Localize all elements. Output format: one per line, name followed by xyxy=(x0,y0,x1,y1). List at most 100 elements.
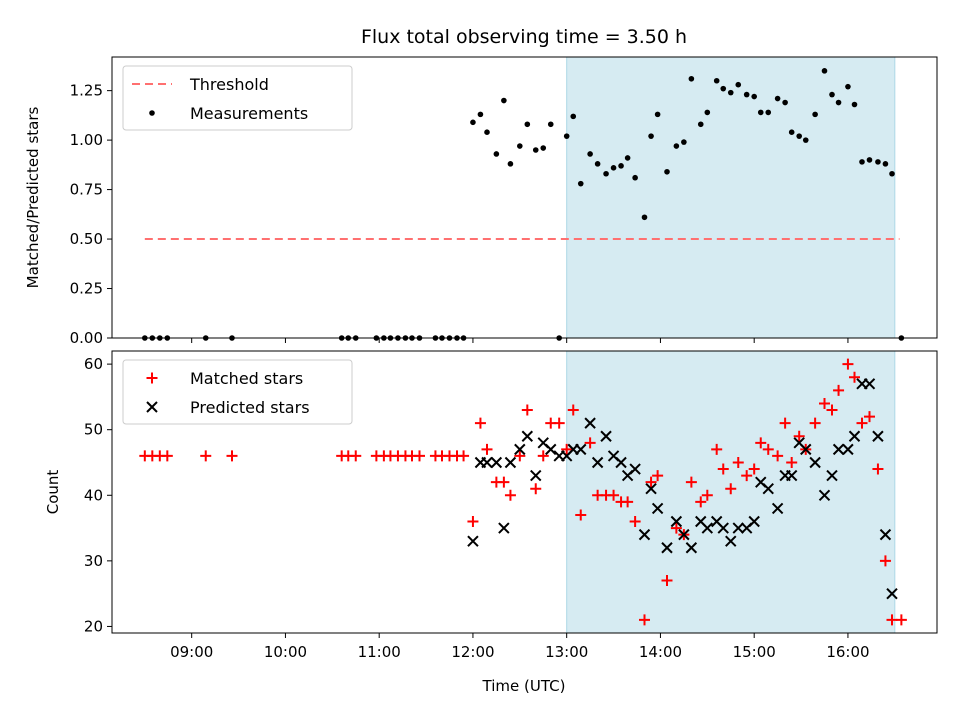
measurement-point xyxy=(859,159,865,165)
predicted-star-point xyxy=(826,469,838,482)
matched-star-point xyxy=(856,417,868,429)
measurement-point xyxy=(484,129,490,135)
predicted-star-point xyxy=(530,469,542,482)
legend-measurement-swatch xyxy=(149,110,155,116)
measurement-point xyxy=(587,151,593,157)
matched-star-point xyxy=(652,470,664,482)
matched-star-point xyxy=(481,443,493,455)
predicted-star-point xyxy=(545,443,557,456)
x-tick-label: 14:00 xyxy=(639,643,682,661)
predicted-star-point xyxy=(575,443,587,456)
measurement-point xyxy=(477,111,484,118)
matched-star-point xyxy=(717,463,729,475)
matched-star-point xyxy=(645,476,657,488)
measurement-point xyxy=(664,168,670,175)
measurement-point xyxy=(577,180,584,187)
measurement-point xyxy=(681,139,687,145)
predicted-star-point xyxy=(584,417,596,429)
matched-star-point xyxy=(732,456,744,468)
predicted-star-point xyxy=(514,443,526,456)
matched-star-point xyxy=(498,476,510,488)
matched-star-point xyxy=(849,371,860,383)
predicted-star-point xyxy=(785,469,798,482)
measurement-point xyxy=(765,109,772,116)
x-tick-label: 12:00 xyxy=(451,643,494,661)
matched-star-point xyxy=(350,450,362,462)
y-tick-label: 0.50 xyxy=(70,230,103,248)
predicted-star-point xyxy=(645,483,657,495)
matched-star-point xyxy=(786,456,798,468)
measurement-point xyxy=(788,129,795,135)
matched-star-point xyxy=(872,463,884,475)
matched-star-point xyxy=(200,450,212,462)
matched-star-point xyxy=(772,450,784,462)
matched-star-point xyxy=(584,437,596,449)
legend-label: Predicted stars xyxy=(190,398,310,417)
measurement-point xyxy=(618,163,624,169)
measurement-point xyxy=(532,147,539,153)
measurement-point xyxy=(713,77,720,84)
measurement-point xyxy=(875,159,881,165)
measurement-point xyxy=(524,121,531,128)
measurement-point xyxy=(845,83,851,90)
measurement-point xyxy=(782,99,788,106)
measurement-point xyxy=(624,155,631,161)
measurement-point xyxy=(648,133,654,139)
measurement-point xyxy=(470,119,476,126)
predicted-star-point xyxy=(872,430,884,442)
matched-star-point xyxy=(748,463,760,475)
predicted-star-point xyxy=(504,456,517,469)
highlight-span xyxy=(566,56,896,339)
panel-ratio: 0.00 0.25 0.50 0.75 1.00 1.25 Matched/Predicte… xyxy=(24,56,938,347)
matched-star-point xyxy=(474,417,486,429)
matched-star-point xyxy=(879,555,891,567)
matched-star-point xyxy=(895,614,907,626)
predicted-star-point xyxy=(832,443,845,456)
matched-star-point xyxy=(467,516,479,528)
axes-frame xyxy=(111,350,938,634)
measurement-point xyxy=(821,68,828,74)
predicted-star-point xyxy=(661,542,673,554)
predicted-star-point xyxy=(701,522,714,534)
matched-star-point xyxy=(701,489,713,501)
y-axis-label: Matched/Predicted stars xyxy=(24,107,42,289)
predicted-star-point xyxy=(800,443,812,456)
x-tick-label: 15:00 xyxy=(733,643,776,661)
measurement-point xyxy=(517,143,523,149)
measurement-point xyxy=(570,113,577,120)
x-axis-label: Time (UTC) xyxy=(482,677,566,695)
predicted-star-point xyxy=(651,502,664,515)
matched-star-point xyxy=(711,443,723,455)
matched-star-point xyxy=(537,450,549,462)
measurement-point xyxy=(704,109,711,116)
y-tick-label: 50 xyxy=(84,421,103,439)
predicted-star-point xyxy=(879,528,892,541)
measurement-point xyxy=(889,170,895,177)
matched-star-point xyxy=(530,483,542,495)
predicted-star-point xyxy=(748,515,760,528)
measurement-point xyxy=(835,99,842,106)
matched-star-point xyxy=(864,411,875,423)
y-tick-label: 40 xyxy=(84,486,103,504)
legend-predicted-swatch xyxy=(146,401,158,413)
legend-label: Measurements xyxy=(190,104,308,123)
matched-star-point xyxy=(608,489,620,501)
x-tick-label: 10:00 xyxy=(264,643,307,661)
matched-star-point xyxy=(725,483,737,495)
y-tick-label: 1.25 xyxy=(70,82,103,100)
predicted-star-point xyxy=(886,587,898,600)
matched-star-point xyxy=(553,417,565,429)
matched-star-point xyxy=(661,575,673,587)
predicted-star-point xyxy=(615,456,627,469)
measurement-point xyxy=(851,101,858,108)
matched-star-point xyxy=(779,417,791,429)
predicted-star-point xyxy=(842,443,854,456)
measurement-point xyxy=(654,111,661,118)
matched-star-point xyxy=(575,509,587,521)
predicted-star-point xyxy=(481,456,493,469)
matched-star-point xyxy=(561,443,573,455)
measurement-point xyxy=(697,121,704,128)
y-tick-label: 0.00 xyxy=(70,329,103,347)
predicted-star-point xyxy=(685,542,698,554)
predicted-star-point xyxy=(678,528,690,541)
